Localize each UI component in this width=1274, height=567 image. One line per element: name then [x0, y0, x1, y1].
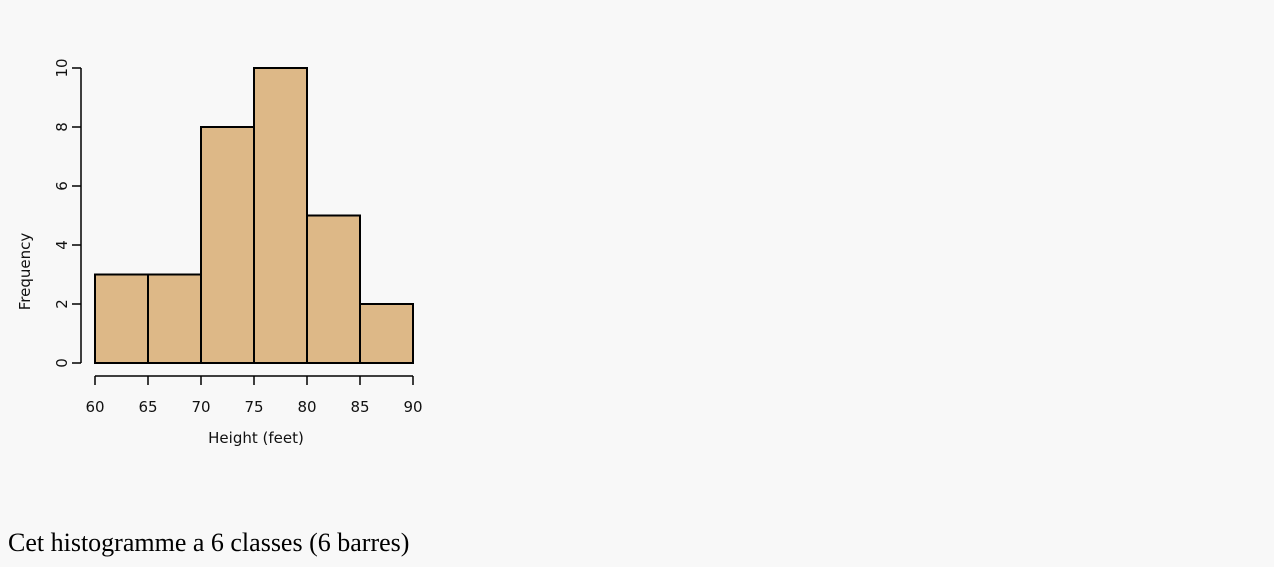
y-tick-label: 6: [53, 181, 71, 191]
histogram-bar: [147, 273, 202, 364]
y-tick-label: 10: [53, 58, 71, 77]
y-tick-label: 4: [53, 240, 71, 250]
y-tick-label: 2: [53, 299, 71, 309]
x-tick-label: 80: [297, 398, 316, 416]
histogram-bar: [253, 67, 308, 364]
x-axis: 60 65 70 75 80 85 90: [85, 375, 423, 416]
y-axis: 0 2 4 6 8 10: [53, 58, 82, 368]
x-axis-label: Height (feet): [208, 429, 304, 447]
x-tick-label: 75: [244, 398, 263, 416]
histogram-chart: 0 2 4 6 8 10 60 65 70 75 80 85 90 Frequency Height …: [16, 58, 423, 447]
histogram-bar: [359, 303, 414, 364]
y-tick-label: 0: [53, 358, 71, 368]
x-tick-label: 70: [191, 398, 210, 416]
x-tick-label: 90: [403, 398, 422, 416]
histogram-bar: [200, 126, 255, 364]
bars-group: [94, 67, 414, 364]
x-tick-label: 60: [85, 398, 104, 416]
x-tick-label: 85: [350, 398, 369, 416]
x-tick-label: 65: [138, 398, 157, 416]
histogram-bar: [306, 214, 361, 364]
histogram-bar: [94, 273, 149, 364]
y-tick-label: 8: [53, 122, 71, 132]
y-axis-label: Frequency: [16, 233, 34, 311]
chart-caption: Cet histogramme a 6 classes (6 barres): [8, 528, 410, 557]
